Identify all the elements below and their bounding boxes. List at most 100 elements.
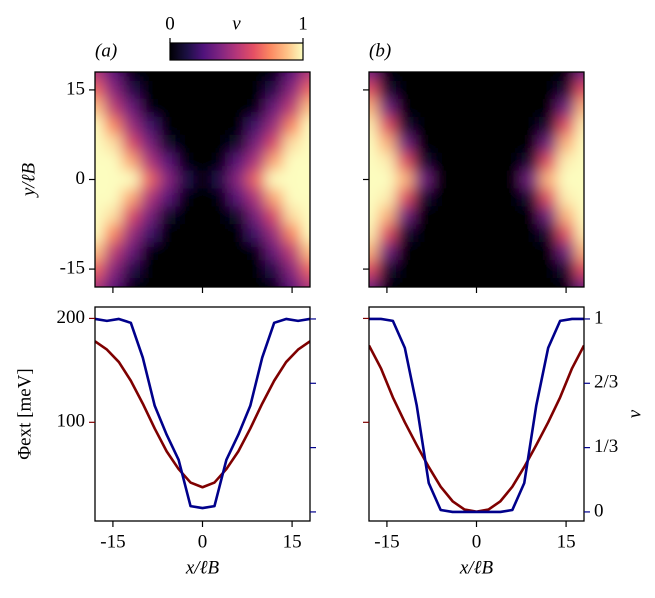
heatmap-cell [369, 224, 379, 243]
heatmap-cell [503, 72, 522, 82]
heatmap-cell [395, 224, 415, 243]
heatmap-cell [539, 98, 558, 118]
heatmap-cell [247, 116, 266, 136]
heatmap-cell [283, 242, 302, 261]
heatmap-cell [431, 278, 451, 287]
heatmap-cell [229, 170, 248, 189]
heatmap-cell [485, 98, 504, 118]
heatmap-cell [265, 170, 284, 189]
heatmap-cell [395, 80, 415, 100]
heatmap-cell [449, 72, 469, 82]
heatmap-cell [467, 152, 486, 172]
heatmap-cell [157, 260, 177, 279]
heatmap-cell [247, 260, 266, 279]
heatmap-cell [193, 134, 212, 154]
heatmap-cell [247, 188, 266, 207]
heatmap-cell [539, 242, 558, 261]
heatmap-cell [211, 98, 230, 118]
heatmap-cell [211, 134, 230, 154]
heatmap-cell [103, 116, 123, 136]
heatmap-cell [467, 80, 486, 100]
heatmap-cell [449, 188, 469, 207]
heatmap-cell [369, 152, 379, 172]
heatmap-cell [575, 72, 584, 82]
heatmap-cell [175, 80, 195, 100]
heatmap-cell [103, 98, 123, 118]
heatmap-cell [95, 152, 105, 172]
heatmap-cell [301, 278, 310, 287]
heatmap-cell [557, 260, 576, 279]
heatmap-cell [377, 206, 397, 225]
heatmap-cell [157, 134, 177, 154]
heatmap-cell [175, 98, 195, 118]
heatmap-cell [283, 260, 302, 279]
heatmap-cell [449, 116, 469, 136]
heatmap-cell [413, 170, 433, 189]
heatmap-cell [283, 170, 302, 189]
heatmap-cell [247, 72, 266, 82]
heatmap-cell [431, 152, 451, 172]
heatmap-cell [229, 80, 248, 100]
heatmap-cell [503, 188, 522, 207]
heatmap-cell [539, 188, 558, 207]
heatmap-cell [193, 72, 212, 82]
heatmap-cell [485, 72, 504, 82]
colorbar-tick-label: 0 [165, 13, 175, 34]
heatmap-cell [95, 224, 105, 243]
heatmap-cell [175, 170, 195, 189]
heatmap-cell [369, 134, 379, 154]
heatmap-cell [503, 152, 522, 172]
heatmap-cell [283, 72, 302, 82]
heatmap-cell [211, 260, 230, 279]
heatmap-cell [229, 152, 248, 172]
heatmap-cell [485, 188, 504, 207]
heatmap-cell [377, 188, 397, 207]
heatmap-cell [283, 206, 302, 225]
heatmap-cell [247, 224, 266, 243]
heatmap-cell [377, 80, 397, 100]
y2-tick-label: 1/3 [594, 436, 618, 457]
heatmap-cell [103, 224, 123, 243]
heatmap-cell [395, 170, 415, 189]
heatmap-cell [157, 116, 177, 136]
heatmap-cell [575, 134, 584, 154]
heatmap-cell [521, 134, 540, 154]
heatmap-cell [413, 98, 433, 118]
heatmap-cell [575, 116, 584, 136]
heatmap-cell [157, 170, 177, 189]
heatmap-cell [229, 98, 248, 118]
heatmap-cell [95, 206, 105, 225]
heatmap-cell [557, 98, 576, 118]
heatmap-cell [283, 224, 302, 243]
heatmap-cell [157, 278, 177, 287]
heatmap-cell [139, 134, 159, 154]
heatmap-cell [539, 134, 558, 154]
heatmap-cell [211, 80, 230, 100]
heatmap-cell [139, 170, 159, 189]
heatmap-cell [395, 134, 415, 154]
heatmap-cell [157, 72, 177, 82]
heatmap-cell [121, 152, 141, 172]
heatmap-cell [521, 242, 540, 261]
heatmap-cell [485, 278, 504, 287]
heatmap-cell [157, 224, 177, 243]
heatmap-cell [503, 134, 522, 154]
heatmap-cell [485, 206, 504, 225]
heatmap-cell [539, 278, 558, 287]
x-tick-label: 0 [198, 531, 208, 552]
heatmap-cell [265, 98, 284, 118]
heatmap-cell [301, 134, 310, 154]
heatmap-cell [575, 170, 584, 189]
heatmap-cell [103, 170, 123, 189]
heatmap-cell [139, 72, 159, 82]
heatmap-cell [301, 80, 310, 100]
heatmap-cell [139, 260, 159, 279]
heatmap-cell [139, 242, 159, 261]
heatmap-cell [431, 98, 451, 118]
heatmap-cell [485, 116, 504, 136]
heatmap-cell [449, 260, 469, 279]
heatmap-cell [521, 72, 540, 82]
heatmap-cell [557, 170, 576, 189]
x-axis-label: x/ℓB [185, 557, 220, 578]
heatmap-cell [539, 206, 558, 225]
